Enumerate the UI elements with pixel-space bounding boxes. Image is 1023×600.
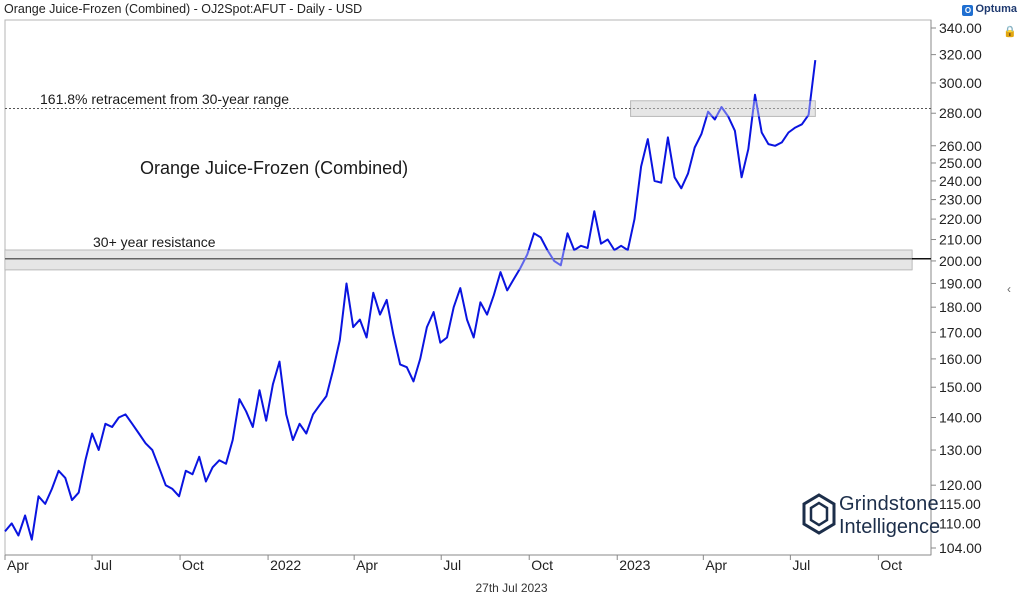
y-tick-label: 220.00 [939,211,982,227]
optuma-logo-icon: O [962,5,974,16]
x-tick-label: Oct [880,557,902,573]
logo-line-2: Intelligence [839,516,941,538]
x-tick-label: Oct [531,557,553,573]
grindstone-logo: Grindstone Intelligence [801,491,940,543]
y-tick-label: 130.00 [939,442,982,458]
y-tick-label: 104.00 [939,540,982,556]
x-tick-label: Jul [94,557,112,573]
y-tick-label: 120.00 [939,477,982,493]
chart-title: Orange Juice-Frozen (Combined) [140,158,408,178]
y-tick-label: 320.00 [939,47,982,63]
y-tick-label: 280.00 [939,105,982,121]
y-tick-label: 160.00 [939,351,982,367]
resistance-band [4,249,913,271]
y-tick-label: 240.00 [939,173,982,189]
chart-header-title: Orange Juice-Frozen (Combined) - OJ2Spot… [4,2,363,16]
logo-line-1: Grindstone [839,493,939,515]
x-tick-label: 2022 [270,557,301,573]
x-tick-label: Apr [7,557,29,573]
brand-label: Optuma [975,3,1017,15]
x-tick-label: Apr [705,557,727,573]
y-tick-label: 200.00 [939,253,982,269]
y-tick-label: 190.00 [939,275,982,291]
y-tick-label: 150.00 [939,379,982,395]
y-tick-label: 230.00 [939,192,982,208]
x-tick-label: Apr [356,557,378,573]
chevron-left-icon[interactable]: ‹ [1007,282,1011,296]
retracement-label: 161.8% retracement from 30-year range [40,91,289,107]
resistance-label: 30+ year resistance [93,234,216,250]
band-overlay [630,100,816,117]
y-tick-label: 250.00 [939,155,982,171]
y-tick-label: 115.00 [939,496,981,512]
band-overlay [5,250,912,270]
y-tick-label: 140.00 [939,410,982,426]
y-tick-label: 300.00 [939,75,982,91]
y-tick-label: 340.00 [939,20,982,36]
y-tick-label: 180.00 [939,299,982,315]
x-tick-label: Jul [443,557,461,573]
x-tick-label: Jul [792,557,810,573]
x-tick-label: 2023 [619,557,650,573]
price-series-line[interactable] [4,59,817,541]
optuma-brand: O Optuma [962,3,1017,16]
x-tick-label: Oct [182,557,204,573]
y-tick-label: 260.00 [939,138,982,154]
hexagon-logo-icon [802,493,836,535]
y-tick-label: 110.00 [939,515,981,531]
chart-date: 27th Jul 2023 [475,581,548,595]
lock-icon[interactable]: 🔒 [1003,26,1017,38]
y-tick-label: 170.00 [939,324,982,340]
y-tick-label: 210.00 [939,232,982,248]
